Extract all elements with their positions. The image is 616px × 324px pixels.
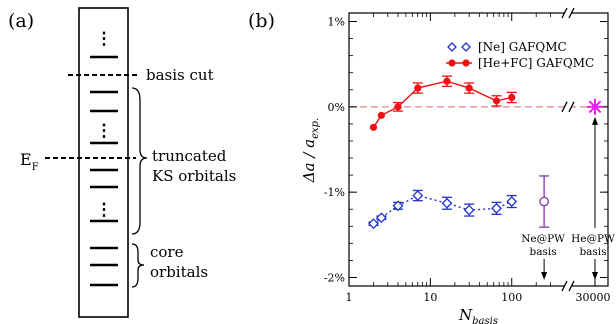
chart: 1% 0% -1% -2%1 10 100 30000 Nbasis Δa / aexp. [Ne… [300,7,615,324]
ellipsis-dots: ⋮ [96,121,113,141]
data-point [368,218,379,230]
data-point [491,202,502,214]
he-pw-label: He@PW [571,233,615,245]
data-point [508,93,516,102]
data-point [539,196,549,207]
truncated-brace [131,87,148,235]
y-tick-label: -1% [324,186,345,199]
panel-a-label: (a) [8,10,34,32]
axis-break-mark [568,7,575,19]
x-axis-label: Nbasis [458,306,498,324]
orbital-levels [90,55,118,287]
core-label: orbitals [150,263,208,281]
orbital-box [78,7,129,318]
ellipsis-dots: ⋮ [96,200,113,220]
data-point [369,123,378,131]
he-pw-arrowhead [592,272,598,280]
data-point [492,97,501,105]
y-tick-label: 0% [328,101,345,114]
data-point [414,84,422,92]
core-label: core [150,243,184,261]
axis-break-gap [565,7,571,19]
ne-pw-label: basis [530,246,557,258]
core-brace [131,243,145,288]
ne-pw-arrowhead [541,272,548,280]
legend-marker [448,59,456,67]
truncated-label: truncated [152,147,227,165]
x-tick-label: 1 [346,291,353,304]
legend: [Ne] GAFQMC [He+FC] GAFQMC [446,40,594,70]
basis-cut-label: basis cut [146,66,214,84]
axis-break-gap [565,280,571,292]
legend-marker [461,42,471,52]
data-point [375,212,387,224]
fermi-level-label: EF [20,150,39,173]
data-point [441,197,453,209]
legend-marker [462,59,470,67]
axis-break-mark [561,280,568,292]
axis-break-mark [561,101,568,113]
legend-label: [Ne] GAFQMC [478,40,567,54]
plot-frame [348,12,609,287]
series-line [372,80,512,128]
ellipsis-dots: ⋮ [96,29,113,49]
x-tick-label: 10 [423,291,437,304]
truncated-label: KS orbitals [152,167,236,185]
y-tick-label: 1% [328,16,345,29]
axis-break-mark [568,280,575,292]
data-point [412,190,424,201]
x-tick-label: 100 [501,291,522,304]
axis-break-mark [561,7,568,19]
data-point [588,100,602,114]
data-point [506,196,518,207]
ne-pw-label: Ne@PW [521,233,565,245]
axis-break-gap [565,100,571,113]
y-tick-label: -2% [324,271,345,284]
y-axis-label: Δa / aexp. [300,118,321,183]
he-pw-label: basis [579,246,606,258]
data-point [463,204,475,216]
panel-b-label: (b) [248,10,275,32]
legend-label: [He+FC] GAFQMC [478,56,594,70]
data-point [377,111,385,119]
data-point [443,77,451,85]
x-tick-label: 30000 [576,291,611,304]
data-point [394,103,402,111]
data-point [465,84,473,92]
legend-marker [447,42,457,52]
axis-break-mark [568,101,575,113]
he-pw-up-arrowhead [592,116,598,125]
data-point [392,200,404,212]
